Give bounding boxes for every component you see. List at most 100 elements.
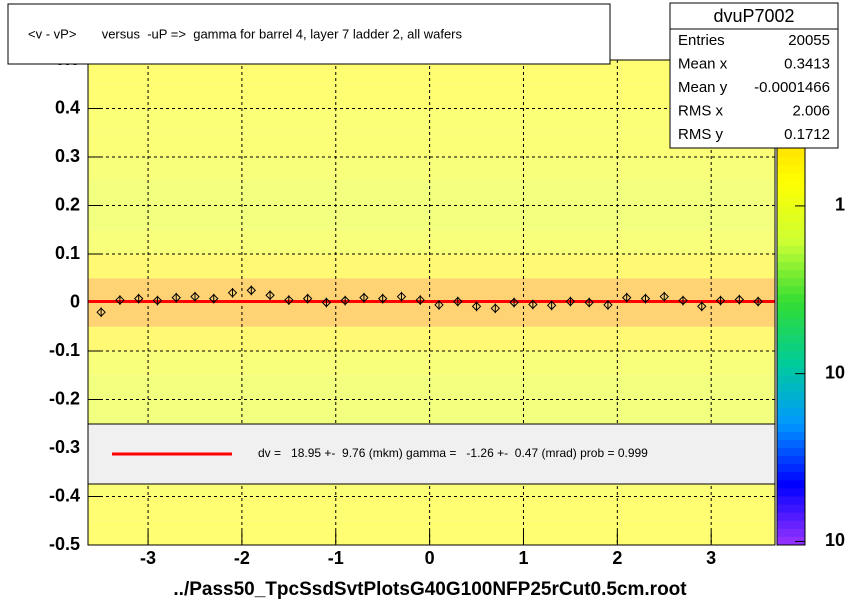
- stats-name: dvuP7002: [713, 6, 794, 26]
- stat-value: 20055: [788, 32, 830, 49]
- color-step: [777, 278, 805, 287]
- color-step: [777, 197, 805, 206]
- color-step: [777, 245, 805, 255]
- color-step: [777, 407, 805, 417]
- stats-frame: [669, 2, 839, 149]
- profile-point: [640, 293, 651, 304]
- density-band: [88, 520, 775, 545]
- profile-point: [678, 295, 688, 306]
- profile-point: [115, 295, 125, 305]
- color-step: [777, 270, 805, 279]
- x-tick-label: 3: [706, 548, 716, 568]
- color-step: [777, 391, 805, 400]
- color-step: [777, 520, 805, 530]
- color-step: [777, 496, 805, 506]
- color-step: [777, 342, 805, 352]
- color-step: [777, 399, 805, 409]
- stat-label: Mean x: [678, 55, 728, 72]
- profile-point: [340, 295, 350, 306]
- color-step: [777, 351, 805, 360]
- profile-point: [753, 296, 763, 307]
- color-step: [777, 423, 805, 433]
- z-tick-label: 10: [825, 362, 845, 382]
- color-step: [777, 262, 805, 271]
- stat-label: Entries: [678, 32, 725, 49]
- stat-label: RMS x: [678, 102, 724, 119]
- color-step: [777, 205, 805, 215]
- profile-point: [171, 292, 181, 303]
- density-band: [88, 108, 775, 133]
- color-step: [777, 464, 805, 473]
- stat-value: 0.3413: [784, 55, 830, 72]
- y-tick-label: -0.2: [49, 388, 80, 408]
- color-step: [777, 165, 805, 174]
- profile-point: [734, 294, 745, 305]
- stat-value: 2.006: [792, 102, 830, 119]
- profile-point: [546, 300, 557, 311]
- profile-point: [471, 301, 482, 312]
- density-band: [88, 326, 775, 351]
- profile-point: [209, 293, 219, 304]
- fit-legend: dv = 18.95 +- 9.76 (mkm) gamma = -1.26 +…: [87, 423, 776, 485]
- profile-point: [321, 297, 332, 308]
- profile-point: [396, 291, 407, 302]
- color-step: [777, 375, 805, 384]
- fit-label: dv = 18.95 +- 9.76 (mkm) gamma = -1.26 +…: [258, 446, 648, 460]
- profile-point: [584, 297, 594, 308]
- color-step: [777, 367, 805, 376]
- profile-point: [284, 295, 294, 305]
- color-step: [777, 456, 805, 465]
- color-step: [777, 157, 805, 166]
- color-step: [777, 536, 805, 546]
- y-tick-label: -0.4: [49, 485, 80, 505]
- profile-point: [490, 303, 501, 314]
- density-band: [88, 254, 775, 279]
- x-axis-title: ../Pass50_TpcSsdSvtPlotsG40G100NFP25rCut…: [173, 579, 687, 600]
- profile-point: [715, 295, 726, 306]
- color-step: [777, 439, 805, 449]
- density-band: [88, 132, 775, 157]
- profile-point: [509, 297, 519, 308]
- color-step: [777, 237, 805, 247]
- profile-point: [603, 300, 613, 310]
- profile-point: [133, 293, 144, 304]
- density-band: [88, 351, 775, 376]
- profile-point: [227, 288, 238, 298]
- color-step: [777, 213, 805, 223]
- color-step: [777, 310, 805, 320]
- profile-point: [697, 301, 707, 312]
- profile-point: [246, 285, 257, 296]
- density-band: [88, 399, 775, 424]
- color-step: [777, 512, 805, 522]
- density-band: [88, 181, 775, 206]
- color-step: [777, 528, 805, 538]
- stat-value: -0.0001466: [754, 79, 830, 96]
- z-tick-label: 10: [825, 530, 845, 550]
- profile-point: [377, 293, 388, 304]
- density-band: [88, 84, 775, 109]
- color-step: [777, 148, 805, 158]
- color-step: [777, 383, 805, 392]
- profile-point: [434, 300, 444, 310]
- stat-value: 0.1712: [784, 126, 830, 143]
- color-step: [777, 254, 805, 263]
- color-step: [777, 181, 805, 190]
- profile-point: [359, 292, 369, 303]
- y-tick-label: -0.5: [49, 534, 80, 554]
- y-tick-label: 0: [70, 291, 80, 311]
- density-band: [88, 229, 775, 254]
- y-tick-label: 0.4: [55, 97, 80, 117]
- color-step: [777, 294, 805, 303]
- color-step: [777, 431, 805, 441]
- x-tick-label: 0: [425, 548, 435, 568]
- color-step: [777, 488, 805, 497]
- profile-point: [415, 295, 425, 305]
- color-step: [777, 302, 805, 312]
- profile-point: [190, 291, 200, 302]
- color-step: [777, 286, 805, 295]
- density-band: [88, 278, 775, 303]
- x-tick-label: -2: [234, 548, 250, 568]
- y-tick-label: -0.1: [49, 340, 80, 360]
- profile-point: [453, 296, 463, 307]
